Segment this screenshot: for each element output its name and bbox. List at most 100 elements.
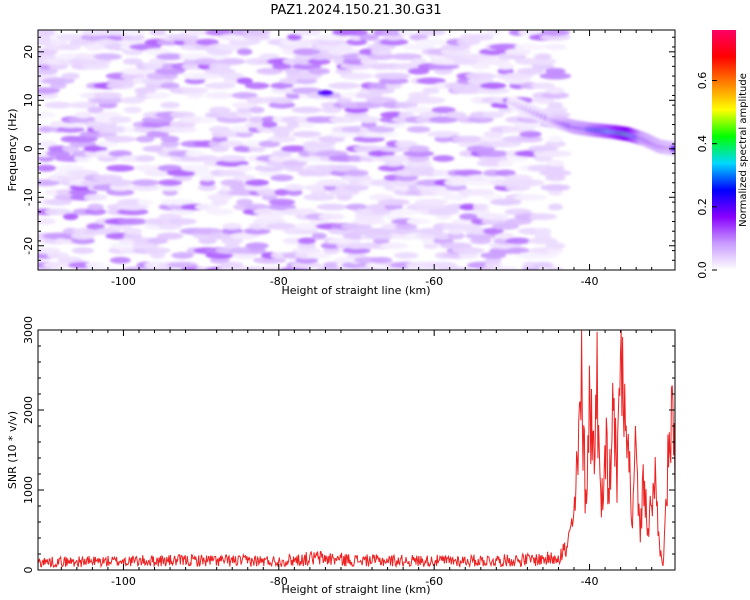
heatmap-cell [156, 232, 184, 240]
heatmap-cell [354, 213, 384, 221]
heatmap-cell [465, 232, 497, 240]
y-tick-label: -20 [22, 237, 35, 255]
heatmap-cell [398, 111, 414, 119]
heatmap-cell [336, 96, 352, 104]
heatmap-cell [497, 62, 514, 70]
heatmap-cell [74, 155, 92, 162]
heatmap-cell [87, 106, 104, 114]
heatmap-cell [459, 203, 478, 211]
snr-ticks: -100 -80 -60 -40 0 1000 2000 3000 [22, 316, 675, 588]
heatmap-cell [334, 256, 354, 264]
heatmap-cell [141, 77, 174, 85]
heatmap-cell [483, 130, 504, 138]
heatmap-cell [480, 135, 507, 143]
heatmap-cell [184, 77, 206, 85]
heatmap-cell [253, 266, 286, 270]
heatmap-cell [445, 111, 467, 119]
heatmap-cell [407, 67, 430, 75]
heatmap-cell [452, 135, 485, 143]
heatmap-cell [547, 203, 563, 211]
x-tick-label: -40 [581, 575, 599, 588]
heatmap-cell [198, 116, 217, 124]
heatmap-cell [255, 213, 284, 221]
heatmap-cell [379, 242, 409, 250]
heatmap-cell [345, 30, 368, 36]
heatmap-cell [403, 150, 435, 158]
heatmap-cell [347, 155, 366, 162]
heatmap-cell [410, 58, 427, 65]
heatmap-cell [268, 198, 296, 206]
heatmap-cell [270, 96, 294, 104]
heatmap-cell [84, 208, 107, 216]
heatmap-cell [472, 203, 489, 211]
heatmap-cell [106, 82, 135, 90]
heatmap-cell [49, 38, 67, 46]
heatmap-cell [169, 208, 196, 216]
snr-y-axis-label: SNR (10 * v/v) [6, 411, 19, 489]
heatmap-cell [547, 101, 564, 109]
heatmap-cell [432, 155, 455, 162]
heatmap-cell [286, 189, 303, 196]
heatmap-cell [232, 101, 258, 109]
heatmap-cell [144, 247, 171, 254]
heatmap-cell [297, 237, 317, 245]
heatmap-cell [431, 106, 456, 114]
heatmap-cell [367, 53, 396, 61]
heatmap-cell [122, 58, 143, 65]
heatmap-cell [137, 198, 153, 206]
heatmap-cell [539, 33, 571, 41]
spectrogram-y-axis-label: Frequency (Hz) [6, 109, 19, 192]
heatmap-cell [315, 179, 348, 187]
heatmap-cell [236, 77, 253, 85]
heatmap-cell [144, 92, 171, 99]
heatmap-cell [133, 126, 157, 133]
heatmap-cell [303, 193, 336, 201]
heatmap-cell [135, 155, 156, 162]
heatmap-cell [414, 198, 448, 206]
heatmap-cell [87, 203, 104, 211]
heatmap-cell [335, 67, 353, 75]
heatmap-cell [185, 150, 205, 158]
heatmap-cell [248, 247, 267, 254]
heatmap-cell [108, 150, 133, 158]
snr-x-axis-label: Height of straight line (km) [281, 583, 430, 596]
heatmap-cell [483, 174, 504, 182]
heatmap-cell [534, 232, 552, 240]
heatmap-cell [208, 106, 231, 114]
heatmap-cell [398, 30, 415, 36]
heatmap-cell [368, 193, 394, 201]
heatmap-cell [540, 184, 571, 191]
y-tick-label: 0 [22, 145, 35, 152]
heatmap-cell [81, 30, 110, 36]
heatmap-cell [38, 33, 55, 41]
heatmap-cell [197, 184, 217, 191]
heatmap-cell [444, 82, 468, 90]
heatmap-cell [352, 218, 386, 225]
heatmap-cell [471, 208, 490, 216]
heatmap-cell [545, 87, 565, 95]
heatmap-cell [441, 43, 471, 51]
heatmap-cell [284, 184, 305, 191]
heatmap-cell [181, 87, 209, 95]
heatmap-cell [506, 247, 530, 254]
heatmap-cell [547, 135, 564, 143]
heatmap-cell [86, 222, 105, 230]
heatmap-cell [220, 72, 245, 80]
heatmap-cell [256, 67, 283, 75]
heatmap-cell [280, 145, 308, 153]
heatmap-cell [482, 111, 505, 119]
heatmap-cell [292, 30, 322, 36]
heatmap-cell [291, 72, 323, 80]
heatmap-cell [130, 184, 160, 191]
heatmap-cell [539, 169, 572, 177]
heatmap-cell [394, 174, 419, 182]
heatmap-cell [171, 252, 194, 259]
heatmap-cell [170, 198, 195, 206]
y-tick-label: 10 [22, 93, 35, 107]
heatmap-cell [169, 111, 196, 119]
heatmap-cell [308, 67, 331, 75]
heatmap-cell [339, 72, 374, 80]
heatmap-cell [258, 140, 281, 148]
heatmap-cell [222, 222, 243, 230]
x-tick-label: -60 [425, 575, 443, 588]
